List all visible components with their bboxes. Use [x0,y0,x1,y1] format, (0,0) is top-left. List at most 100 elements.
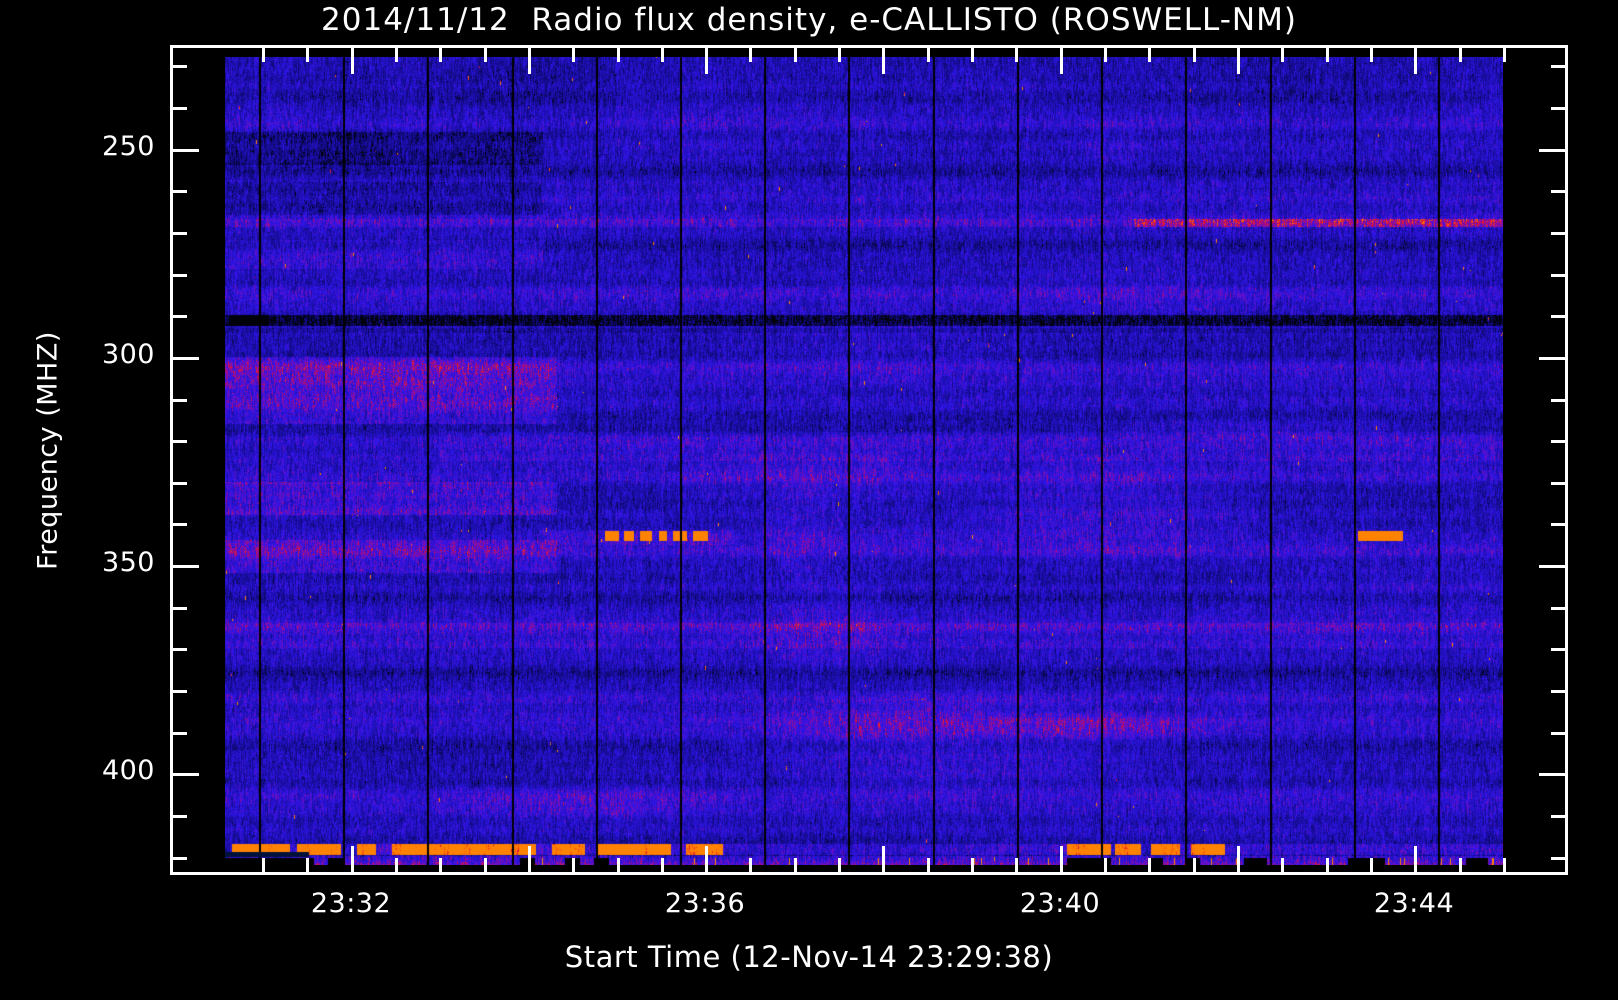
x-tick-45-0 [1503,858,1506,872]
y-tick-right-230 [1551,65,1565,68]
x-tick-38-0 [882,846,885,872]
y-tick-right-390 [1551,732,1565,735]
x-tick-top-40-0 [1060,48,1063,74]
y-tick-right-300 [1539,357,1565,360]
x-tick-top-42-0 [1237,48,1240,74]
y-axis-title: Frequency (MHZ) [32,331,64,570]
x-tick-top-31-30 [306,48,309,62]
y-tick-260 [173,190,187,193]
y-tick-right-320 [1551,440,1565,443]
y-tick-320 [173,440,187,443]
x-tick-top-33-30 [484,48,487,62]
y-tick-label-250: 250 [101,131,155,162]
y-tick-right-370 [1551,648,1565,651]
x-tick-42-30 [1281,858,1284,872]
x-tick-top-38-30 [927,48,930,62]
y-tick-380 [173,690,187,693]
y-tick-350 [173,565,199,568]
y-tick-right-260 [1551,190,1565,193]
y-tick-right-410 [1551,815,1565,818]
x-tick-37-0 [794,858,797,872]
x-tick-top-43-30 [1370,48,1373,62]
x-tick-32-0 [351,846,354,872]
x-tick-39-30 [1015,858,1018,872]
x-tick-42-0 [1237,846,1240,872]
y-tick-360 [173,607,187,610]
x-tick-34-0 [528,846,531,872]
x-tick-33-30 [484,858,487,872]
y-tick-right-380 [1551,690,1565,693]
x-tick-top-42-30 [1281,48,1284,62]
y-tick-right-240 [1551,107,1565,110]
x-tick-35-0 [617,858,620,872]
y-tick-290 [173,315,187,318]
x-tick-36-30 [749,858,752,872]
x-tick-top-32-30 [395,48,398,62]
y-tick-270 [173,232,187,235]
y-tick-label-300: 300 [101,339,155,370]
x-axis-title: Start Time (12-Nov-14 23:29:38) [564,940,1054,974]
x-tick-top-34-30 [572,48,575,62]
y-tick-370 [173,648,187,651]
y-tick-label-350: 350 [101,547,155,578]
plot-frame [170,45,1568,875]
x-tick-37-30 [838,858,841,872]
x-tick-top-34-0 [528,48,531,74]
y-tick-right-280 [1551,274,1565,277]
x-tick-34-30 [572,858,575,872]
x-tick-label-23-32: 23:32 [310,888,392,919]
x-tick-top-41-30 [1193,48,1196,62]
x-tick-31-0 [262,858,265,872]
y-tick-390 [173,732,187,735]
y-tick-250 [173,149,199,152]
x-tick-43-30 [1370,858,1373,872]
x-tick-label-23-36: 23:36 [664,888,746,919]
y-tick-400 [173,773,199,776]
x-tick-43-0 [1326,858,1329,872]
y-tick-340 [173,523,187,526]
x-tick-top-43-0 [1326,48,1329,62]
x-tick-40-30 [1104,858,1107,872]
x-tick-top-40-30 [1104,48,1107,62]
y-tick-right-310 [1551,399,1565,402]
y-tick-300 [173,357,199,360]
y-tick-right-400 [1539,773,1565,776]
x-tick-top-33-0 [439,48,442,62]
y-tick-label-400: 400 [101,755,155,786]
x-tick-top-36-30 [749,48,752,62]
y-tick-right-270 [1551,232,1565,235]
x-tick-41-30 [1193,858,1196,872]
x-tick-top-39-30 [1015,48,1018,62]
spectrogram-canvas [225,57,1503,865]
x-tick-33-0 [439,858,442,872]
x-tick-top-35-30 [661,48,664,62]
y-tick-330 [173,482,187,485]
x-tick-top-39-0 [971,48,974,62]
x-tick-31-30 [306,858,309,872]
y-tick-230 [173,65,187,68]
x-tick-top-45-0 [1503,48,1506,62]
x-tick-36-0 [705,846,708,872]
x-tick-top-35-0 [617,48,620,62]
y-tick-right-290 [1551,315,1565,318]
x-tick-32-30 [395,858,398,872]
y-tick-420 [173,857,187,860]
x-tick-label-23-40: 23:40 [1019,888,1101,919]
y-tick-280 [173,274,187,277]
x-tick-top-37-30 [838,48,841,62]
y-tick-right-420 [1551,857,1565,860]
x-tick-top-44-0 [1414,48,1417,74]
y-tick-410 [173,815,187,818]
x-tick-38-30 [927,858,930,872]
x-tick-top-44-30 [1459,48,1462,62]
x-tick-39-0 [971,858,974,872]
x-tick-label-23-44: 23:44 [1373,888,1455,919]
y-tick-right-330 [1551,482,1565,485]
x-tick-44-30 [1459,858,1462,872]
y-tick-right-350 [1539,565,1565,568]
y-tick-right-250 [1539,149,1565,152]
x-tick-top-38-0 [882,48,885,74]
x-tick-top-41-0 [1148,48,1151,62]
x-tick-41-0 [1148,858,1151,872]
